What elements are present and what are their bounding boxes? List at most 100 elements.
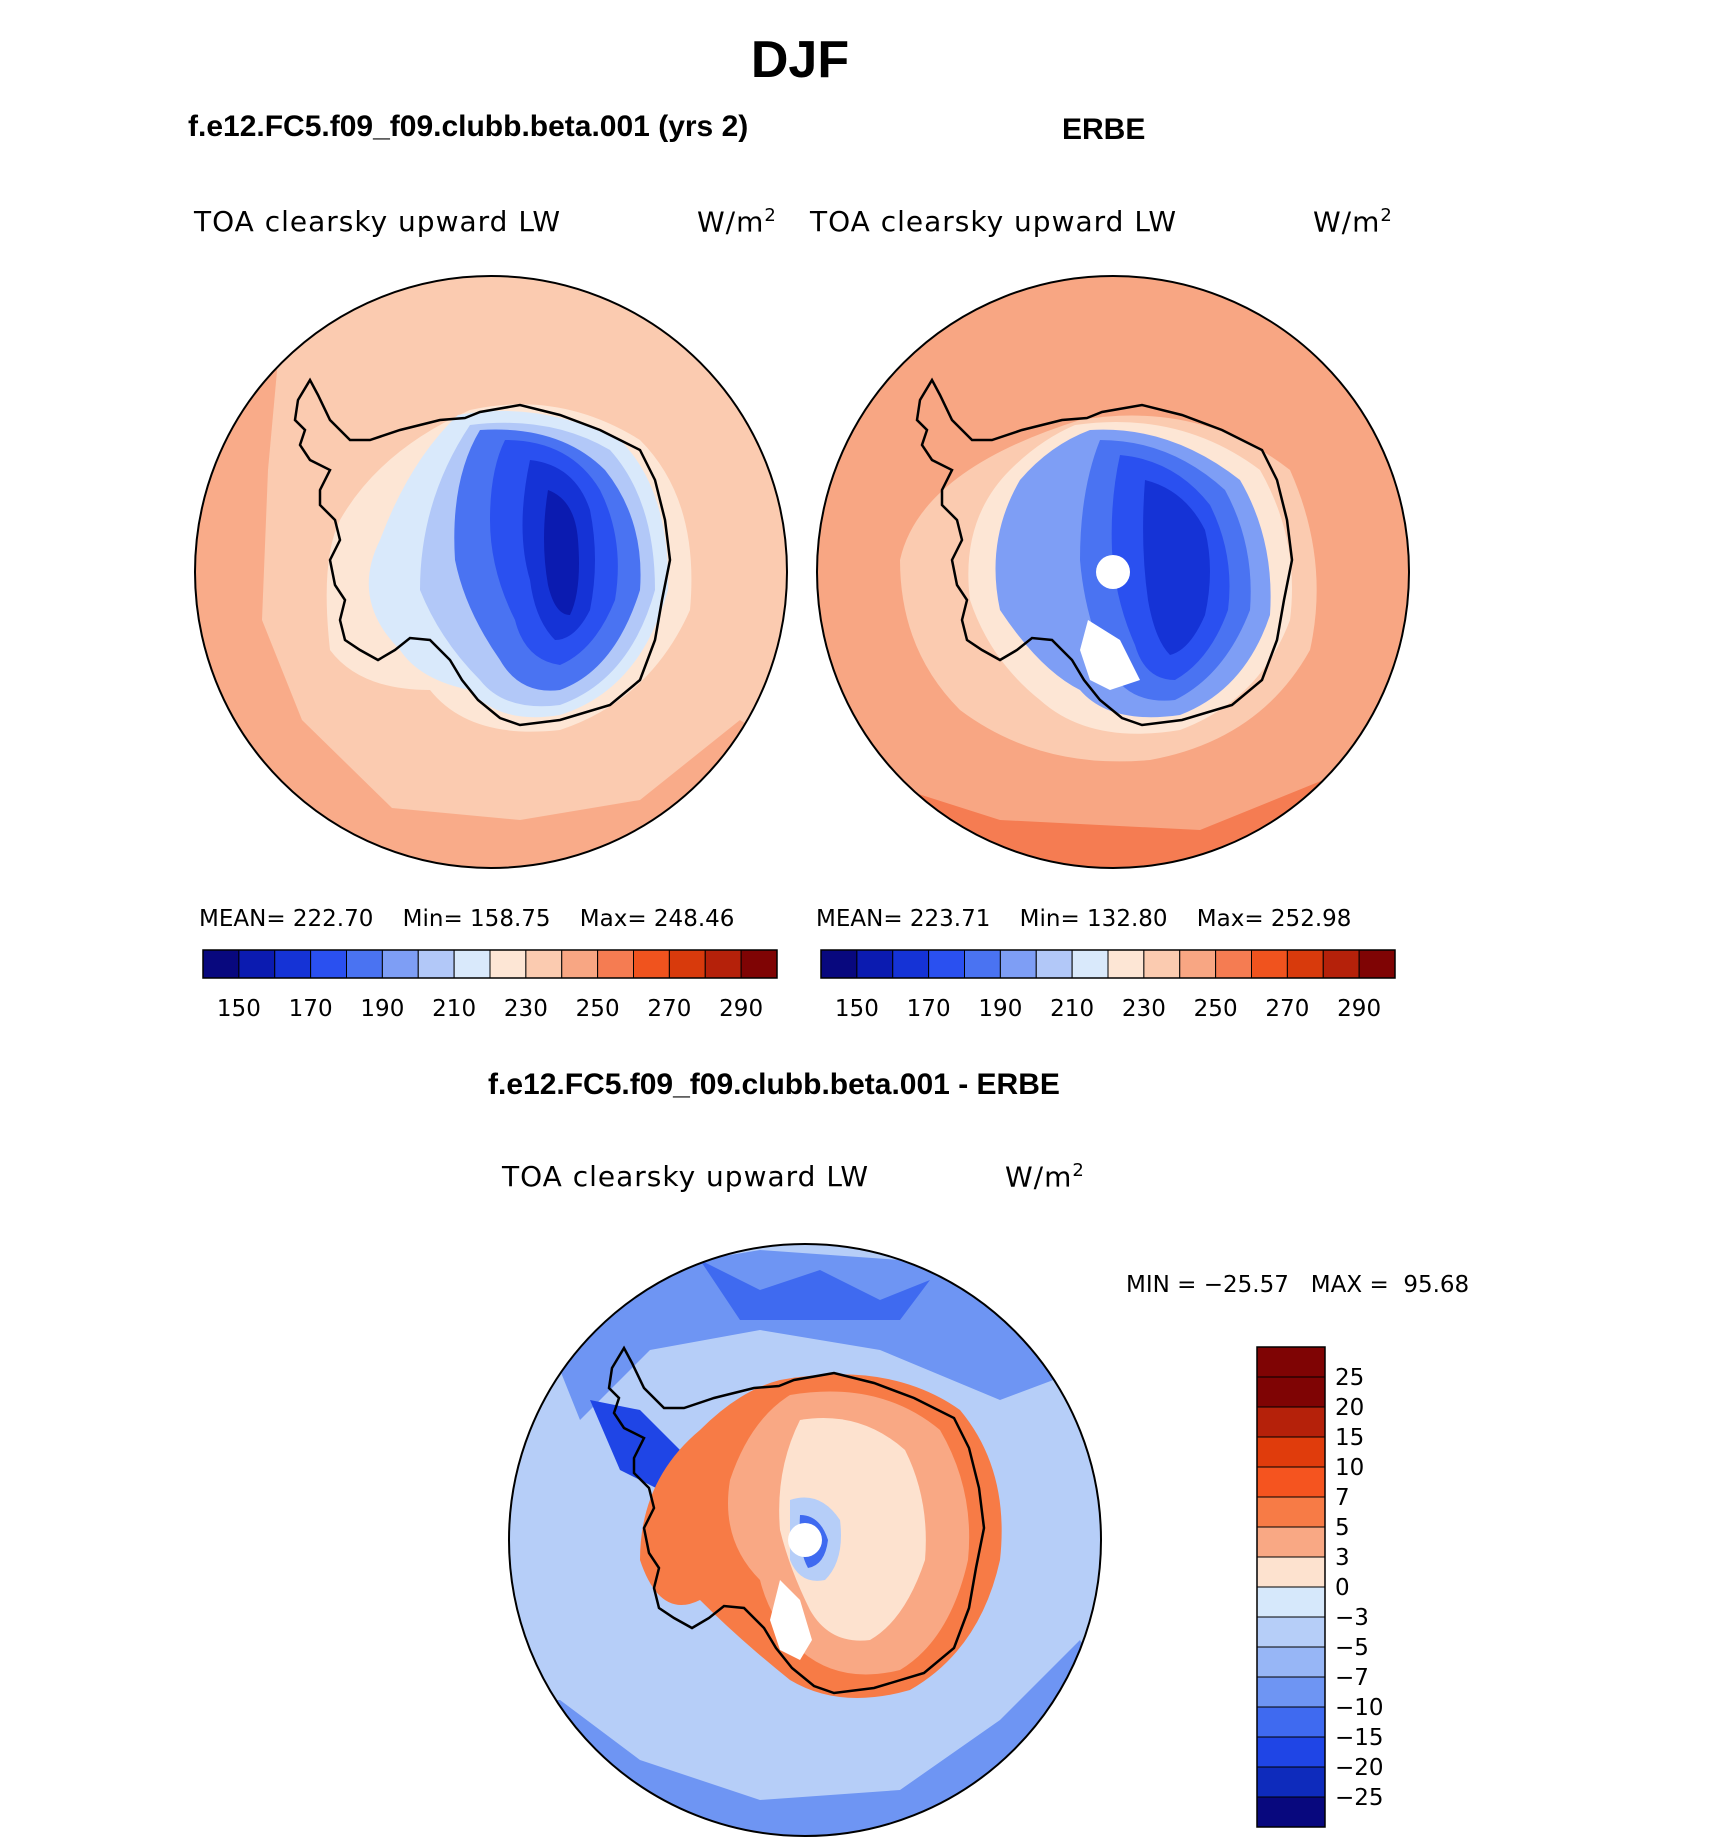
diff-field-units: W/m2 bbox=[1005, 1160, 1085, 1194]
diff-max-label: MAX = bbox=[1310, 1272, 1389, 1298]
model-mean-label: MEAN= bbox=[199, 906, 286, 932]
model-colorbar-tick-label: 230 bbox=[504, 996, 548, 1022]
model-colorbar-swatch bbox=[346, 949, 383, 979]
obs-colorbar-swatch bbox=[964, 949, 1001, 979]
model-colorbar-swatch bbox=[238, 949, 276, 979]
model-colorbar-swatch bbox=[633, 949, 670, 979]
obs-colorbar-swatch bbox=[1322, 949, 1360, 979]
diff-colorbar-swatch bbox=[1256, 1676, 1326, 1708]
model-polar-map bbox=[194, 275, 788, 869]
diff-colorbar-tick-label: 0 bbox=[1335, 1575, 1350, 1601]
model-field-name: TOA clearsky upward LW bbox=[194, 205, 562, 238]
diff-colorbar-tick-label: 10 bbox=[1335, 1455, 1364, 1481]
obs-max-value: 252.98 bbox=[1270, 906, 1352, 932]
obs-colorbar-tick-label: 150 bbox=[835, 996, 879, 1022]
diff-colorbar-swatch bbox=[1256, 1466, 1326, 1498]
model-colorbar-swatch bbox=[561, 949, 599, 979]
obs-colorbar-swatch bbox=[1143, 949, 1181, 979]
model-panel-title: f.e12.FC5.f09_f09.clubb.beta.001 (yrs 2) bbox=[188, 110, 749, 143]
diff-colorbar-swatch bbox=[1256, 1706, 1326, 1738]
obs-min-value: 132.80 bbox=[1087, 906, 1168, 932]
obs-colorbar-tick-label: 230 bbox=[1122, 996, 1166, 1022]
obs-colorbar-swatch bbox=[820, 949, 858, 979]
obs-mean-label: MEAN= bbox=[816, 906, 903, 932]
model-colorbar-swatch bbox=[310, 949, 347, 979]
model-colorbar-tick-label: 210 bbox=[432, 996, 476, 1022]
obs-colorbar-swatch bbox=[1251, 949, 1288, 979]
obs-field-units: W/m2 bbox=[1313, 205, 1393, 239]
diff-colorbar-swatch bbox=[1256, 1556, 1326, 1588]
obs-panel-title: ERBE bbox=[1062, 113, 1146, 146]
model-colorbar-tick-label: 290 bbox=[719, 996, 763, 1022]
diff-colorbar-tick-label: −25 bbox=[1335, 1785, 1384, 1811]
diff-colorbar-tick-label: −7 bbox=[1335, 1665, 1369, 1691]
obs-colorbar-swatch bbox=[856, 949, 894, 979]
obs-colorbar-tick-label: 290 bbox=[1337, 996, 1381, 1022]
model-colorbar-swatch bbox=[704, 949, 742, 979]
obs-colorbar-tick-label: 270 bbox=[1265, 996, 1309, 1022]
diff-colorbar-swatch bbox=[1256, 1586, 1326, 1618]
diff-colorbar-swatch bbox=[1256, 1436, 1326, 1468]
diff-colorbar-swatch bbox=[1256, 1406, 1326, 1438]
model-stats: MEAN= 222.70 Min= 158.75 Max= 248.46 bbox=[199, 906, 734, 932]
diff-colorbar-tick-label: 25 bbox=[1335, 1365, 1364, 1391]
model-mean-value: 222.70 bbox=[292, 906, 374, 932]
obs-colorbar-swatch bbox=[1071, 949, 1109, 979]
obs-colorbar-swatch bbox=[1035, 949, 1073, 979]
obs-mean-value: 223.71 bbox=[909, 906, 991, 932]
model-colorbar-swatch bbox=[525, 949, 563, 979]
diff-stats: MIN = −25.57 MAX = 95.68 bbox=[1126, 1272, 1469, 1298]
diff-colorbar-swatch bbox=[1256, 1376, 1326, 1408]
obs-stats: MEAN= 223.71 Min= 132.80 Max= 252.98 bbox=[816, 906, 1351, 932]
diff-colorbar-swatch bbox=[1256, 1496, 1326, 1528]
model-colorbar-tick-label: 170 bbox=[289, 996, 333, 1022]
model-max-value: 248.46 bbox=[653, 906, 735, 932]
obs-colorbar-swatch bbox=[1358, 949, 1396, 979]
diff-colorbar-tick-label: −5 bbox=[1335, 1635, 1369, 1661]
obs-colorbar: 150 170 190 210 230 250 270 290 bbox=[820, 949, 1396, 1022]
obs-colorbar-tick-label: 210 bbox=[1050, 996, 1094, 1022]
diff-colorbar-swatch bbox=[1256, 1346, 1326, 1378]
diff-colorbar: 25 20 15 10 7 5 3 0 −3 −5 −7 −10 −15 −20 −25 bbox=[1256, 1346, 1384, 1828]
model-colorbar-swatch bbox=[740, 949, 778, 979]
obs-colorbar-swatch bbox=[1179, 949, 1217, 979]
model-colorbar-tick-label: 190 bbox=[360, 996, 404, 1022]
diff-colorbar-tick-label: 15 bbox=[1335, 1425, 1364, 1451]
diff-max-value: 95.68 bbox=[1403, 1272, 1470, 1298]
model-max-label: Max= bbox=[579, 906, 647, 932]
model-colorbar-swatch bbox=[597, 949, 634, 979]
model-colorbar-swatch bbox=[274, 949, 312, 979]
diff-colorbar-swatch bbox=[1256, 1646, 1326, 1678]
obs-max-label: Max= bbox=[1196, 906, 1264, 932]
diff-colorbar-tick-label: −20 bbox=[1335, 1755, 1384, 1781]
model-field-units: W/m2 bbox=[697, 205, 777, 239]
diff-field-name: TOA clearsky upward LW bbox=[502, 1160, 870, 1193]
diff-colorbar-swatch bbox=[1256, 1766, 1326, 1798]
diff-colorbar-tick-label: 5 bbox=[1335, 1515, 1350, 1541]
diff-colorbar-tick-label: 3 bbox=[1335, 1545, 1350, 1571]
obs-field-name: TOA clearsky upward LW bbox=[810, 205, 1178, 238]
season-title: DJF bbox=[750, 31, 850, 89]
model-colorbar-swatch bbox=[453, 949, 491, 979]
diff-colorbar-tick-label: 7 bbox=[1335, 1485, 1350, 1511]
diff-colorbar-swatch bbox=[1256, 1796, 1326, 1828]
obs-colorbar-swatch bbox=[928, 949, 965, 979]
diff-panel-title: f.e12.FC5.f09_f09.clubb.beta.001 - ERBE bbox=[488, 1068, 1060, 1101]
model-colorbar-swatch bbox=[489, 949, 527, 979]
model-colorbar-tick-label: 250 bbox=[576, 996, 620, 1022]
diff-colorbar-tick-label: −3 bbox=[1335, 1605, 1369, 1631]
model-colorbar-swatch bbox=[668, 949, 706, 979]
obs-colorbar-swatch bbox=[892, 949, 930, 979]
obs-colorbar-tick-label: 190 bbox=[978, 996, 1022, 1022]
model-colorbar-swatch bbox=[417, 949, 455, 979]
model-colorbar-tick-label: 150 bbox=[217, 996, 261, 1022]
diff-colorbar-swatch bbox=[1256, 1526, 1326, 1558]
model-colorbar-swatch bbox=[202, 949, 240, 979]
obs-colorbar-swatch bbox=[1107, 949, 1145, 979]
obs-colorbar-tick-label: 170 bbox=[907, 996, 951, 1022]
diff-colorbar-tick-label: −15 bbox=[1335, 1725, 1384, 1751]
diff-polar-map bbox=[508, 1243, 1102, 1837]
model-min-label: Min= bbox=[402, 906, 463, 932]
diff-colorbar-tick-label: 20 bbox=[1335, 1395, 1364, 1421]
